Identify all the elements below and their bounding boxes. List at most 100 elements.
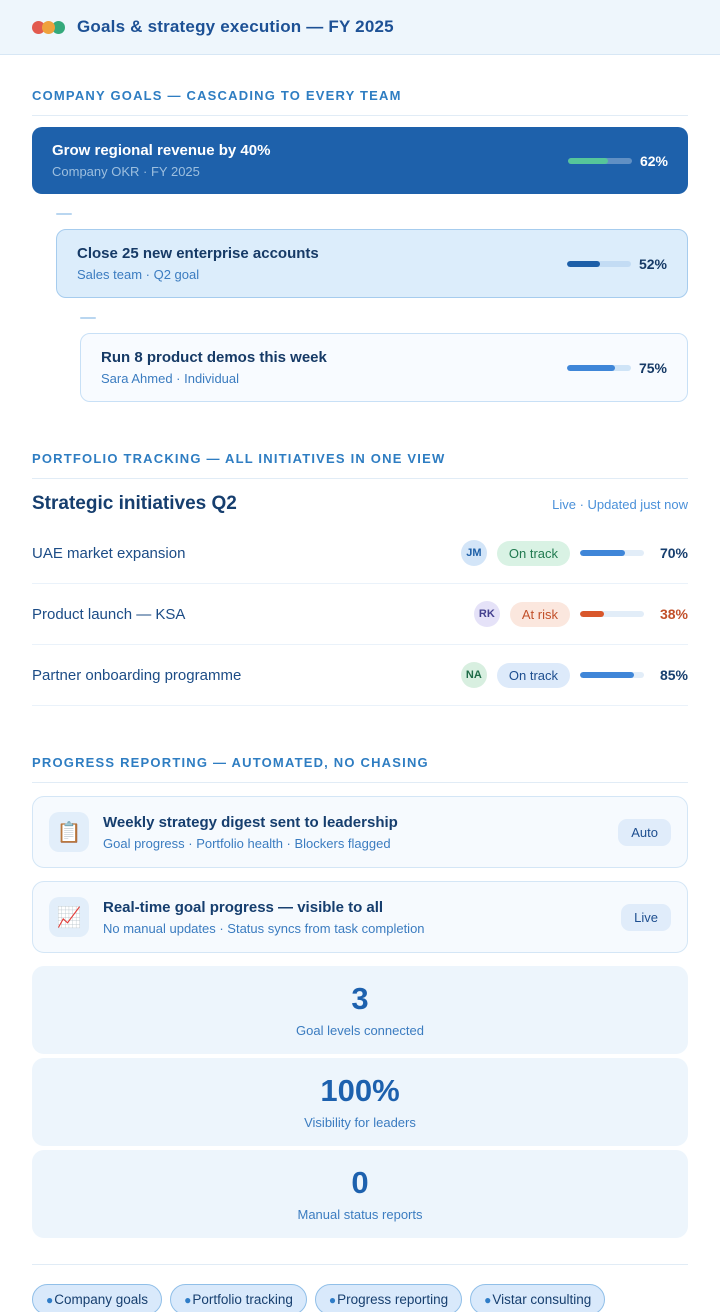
- feature-meta: No manual updates · Status syncs from ta…: [103, 920, 425, 936]
- feature-card-digest: 📋 Weekly strategy digest sent to leaders…: [32, 796, 688, 868]
- status-badge: On track: [496, 540, 570, 566]
- table-row: UAE market expansion JM On track 70%: [32, 523, 688, 584]
- traffic-dots: [32, 20, 65, 34]
- avatar: NA: [460, 662, 487, 688]
- feature-text: Weekly strategy digest sent to leadershi…: [103, 814, 398, 851]
- status-badge: At risk: [509, 601, 570, 627]
- progress-fill: [566, 364, 615, 371]
- live-badge: Live: [621, 903, 671, 931]
- section-portfolio-tracking: PORTFOLIO TRACKING — ALL INITIATIVES IN …: [32, 451, 688, 706]
- progress-bar: [566, 364, 631, 371]
- progress-bar: [566, 260, 631, 267]
- progress-percent: 52%: [638, 255, 667, 272]
- page-title: Goals & strategy execution — FY 2025: [77, 17, 394, 36]
- initiative-name: Partner onboarding programme: [32, 666, 242, 684]
- initiative-name: Product launch — KSA: [32, 605, 186, 623]
- row-metrics: RK At risk 38%: [473, 601, 688, 627]
- goal-text: Close 25 new enterprise accounts Sales t…: [77, 245, 319, 282]
- section-divider: [32, 478, 688, 479]
- progress-percent: 70%: [659, 545, 688, 561]
- green-dot-icon: [52, 20, 65, 34]
- goal-card-company: Grow regional revenue by 40% Company OKR…: [32, 127, 688, 194]
- feature-title: Weekly strategy digest sent to leadershi…: [103, 813, 398, 831]
- bullet-dot-icon: ●: [328, 1292, 337, 1307]
- tree-connector: [80, 317, 96, 319]
- tag-label: Portfolio tracking: [192, 1292, 293, 1307]
- goal-progress: 52%: [566, 255, 667, 272]
- stat-card-manual-reports: 0 Manual status reports: [32, 1150, 688, 1238]
- tag-company-goals[interactable]: ● Company goals: [32, 1284, 163, 1312]
- main-content: COMPANY GOALS — CASCADING TO EVERY TEAM …: [0, 88, 720, 1312]
- stat-card-visibility: 100% Visibility for leaders: [32, 1058, 688, 1146]
- status-badge: On track: [496, 662, 570, 688]
- section-divider: [32, 115, 688, 116]
- progress-percent: 38%: [659, 606, 688, 622]
- chart-increasing-icon: 📈: [49, 897, 89, 937]
- stat-value: 100%: [320, 1072, 400, 1108]
- section-divider: [32, 782, 688, 783]
- goal-text: Grow regional revenue by 40% Company OKR…: [52, 142, 270, 179]
- progress-fill: [580, 672, 635, 678]
- progress-fill: [567, 157, 608, 164]
- clipboard-icon: 📋: [49, 812, 89, 852]
- section-label-portfolio: PORTFOLIO TRACKING — ALL INITIATIVES IN …: [32, 451, 446, 466]
- orange-dot-icon: [42, 20, 55, 34]
- stat-label: Visibility for leaders: [304, 1114, 416, 1130]
- progress-percent: 62%: [639, 152, 668, 169]
- tag-vistar-consulting[interactable]: ● Vistar consulting: [470, 1284, 606, 1312]
- progress-bar: [567, 157, 632, 164]
- tag-label: Vistar consulting: [492, 1292, 592, 1307]
- goal-progress: 75%: [566, 359, 667, 376]
- portfolio-table-title: Strategic initiatives Q2: [32, 493, 237, 514]
- tag-label: Progress reporting: [337, 1292, 449, 1307]
- red-dot-icon: [32, 20, 45, 34]
- bullet-dot-icon: ●: [484, 1292, 492, 1307]
- tree-connector: [56, 213, 72, 215]
- stat-value: 0: [351, 1164, 369, 1200]
- stat-label: Manual status reports: [297, 1206, 423, 1222]
- bullet-dot-icon: ●: [184, 1292, 192, 1307]
- tag-portfolio-tracking[interactable]: ● Portfolio tracking: [170, 1284, 307, 1312]
- progress-bar: [580, 672, 644, 678]
- progress-percent: 85%: [659, 667, 688, 683]
- goal-meta: Sales team · Q2 goal: [77, 267, 200, 282]
- portfolio-table-header: Strategic initiatives Q2 Live · Updated …: [32, 493, 688, 515]
- progress-fill: [580, 611, 605, 617]
- progress-bar: [580, 550, 644, 556]
- stat-value: 3: [351, 980, 369, 1016]
- section-company-goals: COMPANY GOALS — CASCADING TO EVERY TEAM …: [32, 88, 688, 402]
- stat-card-goal-levels: 3 Goal levels connected: [32, 966, 688, 1054]
- feature-text: Real-time goal progress — visible to all…: [103, 899, 425, 936]
- tag-label: Company goals: [54, 1292, 149, 1307]
- goal-title: Grow regional revenue by 40%: [52, 142, 271, 159]
- bullet-dot-icon: ●: [46, 1292, 54, 1307]
- progress-fill: [580, 550, 625, 556]
- footer-divider: [32, 1264, 688, 1265]
- progress-bar: [580, 611, 644, 617]
- section-progress-reporting: PROGRESS REPORTING — AUTOMATED, NO CHASI…: [32, 755, 688, 1238]
- goal-card-individual: Run 8 product demos this week Sara Ahmed…: [80, 333, 688, 402]
- app-header: Goals & strategy execution — FY 2025: [0, 0, 720, 55]
- goal-meta: Company OKR · FY 2025: [52, 164, 200, 179]
- goal-text: Run 8 product demos this week Sara Ahmed…: [101, 349, 327, 386]
- section-label-company-goals: COMPANY GOALS — CASCADING TO EVERY TEAM: [32, 88, 402, 103]
- portfolio-rows: UAE market expansion JM On track 70% Pro…: [32, 523, 688, 706]
- feature-title: Real-time goal progress — visible to all: [103, 898, 384, 916]
- initiative-name: UAE market expansion: [32, 544, 186, 562]
- section-label-progress: PROGRESS REPORTING — AUTOMATED, NO CHASI…: [32, 755, 429, 770]
- live-status-note: Live · Updated just now: [552, 497, 688, 512]
- feature-meta: Goal progress · Portfolio health · Block…: [103, 835, 391, 851]
- avatar: RK: [473, 601, 500, 627]
- auto-badge: Auto: [618, 818, 671, 846]
- table-row: Product launch — KSA RK At risk 38%: [32, 584, 688, 645]
- progress-percent: 75%: [638, 359, 667, 376]
- row-metrics: JM On track 70%: [460, 540, 688, 566]
- feature-card-realtime: 📈 Real-time goal progress — visible to a…: [32, 881, 688, 953]
- row-metrics: NA On track 85%: [460, 662, 688, 688]
- goal-meta: Sara Ahmed · Individual: [101, 371, 240, 386]
- goal-title: Close 25 new enterprise accounts: [77, 245, 319, 262]
- progress-fill: [566, 260, 601, 267]
- avatar: JM: [460, 540, 487, 566]
- tag-progress-reporting[interactable]: ● Progress reporting: [314, 1284, 463, 1312]
- goal-title: Run 8 product demos this week: [101, 349, 327, 366]
